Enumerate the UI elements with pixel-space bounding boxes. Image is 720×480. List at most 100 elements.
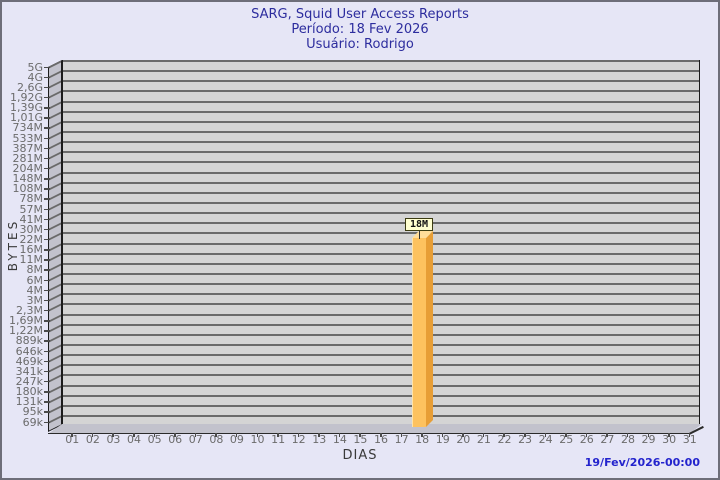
y-tick-mark — [44, 147, 50, 150]
gridline — [63, 273, 699, 275]
x-tick-label: 02 — [85, 433, 100, 446]
gridline — [63, 161, 699, 164]
x-tick-mark — [503, 433, 505, 437]
x-tick-label: 14 — [332, 433, 347, 446]
y-tick-mark — [44, 320, 50, 322]
y-tick-mark — [44, 299, 50, 302]
gridline — [63, 384, 699, 387]
gridline — [49, 334, 61, 343]
gridline — [49, 101, 61, 110]
x-tick-label: 26 — [579, 433, 594, 446]
gridline — [63, 222, 699, 225]
gridline — [49, 141, 61, 150]
gridline — [49, 395, 61, 404]
x-tick-label: 22 — [497, 433, 512, 446]
x-tick-label: 28 — [620, 433, 635, 446]
gridline — [63, 415, 699, 417]
chart-user: Usuário: Rodrigo — [306, 37, 414, 52]
chart-period: Período: 18 Fev 2026 — [291, 22, 429, 37]
x-tick-mark — [380, 433, 382, 437]
x-tick-label: 23 — [518, 433, 533, 446]
gridline — [49, 374, 61, 383]
gridline — [63, 344, 699, 346]
y-tick-mark — [44, 391, 50, 393]
y-tick-mark — [44, 66, 50, 68]
gridline — [63, 303, 699, 306]
x-tick-label: 06 — [168, 433, 183, 446]
gridline — [63, 293, 699, 296]
gridline — [49, 283, 61, 292]
x-tick-mark — [277, 433, 279, 437]
y-tick-label: 30M — [19, 222, 44, 236]
y-tick-label: 646k — [15, 344, 43, 358]
x-tick-label: 21 — [476, 433, 491, 446]
y-tick-label: 533M — [12, 131, 44, 145]
y-tick-label: 4G — [27, 70, 43, 84]
y-tick-mark — [44, 269, 50, 271]
bar-side-face — [426, 231, 433, 427]
gridline — [63, 110, 699, 113]
x-tick-label: 18 — [415, 433, 430, 446]
x-tick-label: 30 — [662, 433, 677, 446]
y-tick-mark — [44, 76, 50, 79]
gridline — [49, 60, 61, 69]
x-tick-label: 24 — [538, 433, 553, 446]
y-tick-mark — [44, 157, 50, 160]
y-tick-label: 8M — [26, 263, 44, 277]
gridline — [49, 293, 61, 302]
y-tick-label: 108M — [12, 182, 44, 196]
gridline — [63, 100, 699, 103]
y-tick-label: 57M — [19, 202, 44, 216]
gridline — [63, 202, 699, 204]
y-tick-mark — [44, 330, 50, 332]
gridline — [63, 262, 699, 265]
x-tick-mark — [318, 433, 320, 437]
x-tick-mark — [565, 433, 567, 437]
gridline — [63, 333, 699, 336]
x-tick-label: 29 — [641, 433, 656, 446]
y-tick-label: 11M — [19, 253, 44, 267]
y-tick-label: 247k — [15, 374, 43, 388]
gridline — [49, 303, 61, 312]
y-tick-mark — [44, 198, 50, 200]
gridline — [63, 394, 699, 397]
x-tick-label: 13 — [312, 433, 327, 446]
y-tick-mark — [44, 208, 50, 210]
y-tick-label: 95k — [22, 405, 43, 419]
x-tick-mark — [256, 433, 259, 437]
bar-day-18 — [412, 231, 433, 427]
y-tick-mark — [44, 380, 50, 383]
gridline — [63, 212, 699, 215]
gridline — [63, 191, 699, 194]
y-tick-label: 5G — [27, 60, 43, 74]
y-tick-mark — [44, 421, 50, 423]
x-tick-mark — [153, 433, 156, 437]
y-axis-wall-3d — [48, 60, 62, 433]
gridline — [63, 232, 699, 235]
y-tick-mark — [44, 86, 50, 89]
x-tick-mark — [215, 433, 217, 437]
x-tick-label: 07 — [188, 433, 203, 446]
bar-label-pointer — [419, 231, 420, 239]
gridline — [49, 111, 61, 120]
gridline — [49, 192, 61, 201]
gridline — [49, 202, 61, 211]
gridline — [49, 273, 61, 282]
gridline — [63, 181, 699, 184]
gridline — [49, 415, 61, 424]
x-tick-mark — [647, 433, 650, 437]
x-tick-mark — [359, 433, 361, 437]
x-tick-label: 20 — [456, 433, 471, 446]
x-tick-label: 19 — [435, 433, 450, 446]
x-tick-mark — [441, 433, 444, 437]
x-tick-mark — [482, 433, 485, 437]
x-tick-label: 10 — [250, 433, 265, 446]
y-tick-label: 131k — [15, 395, 43, 409]
y-tick-label: 2,6G — [16, 80, 43, 94]
gridline — [63, 364, 699, 367]
gridline — [49, 314, 61, 323]
bar-front-face — [412, 238, 426, 427]
gridline — [63, 374, 699, 377]
y-tick-label: 2,3M — [16, 303, 43, 317]
gridline — [49, 182, 61, 191]
